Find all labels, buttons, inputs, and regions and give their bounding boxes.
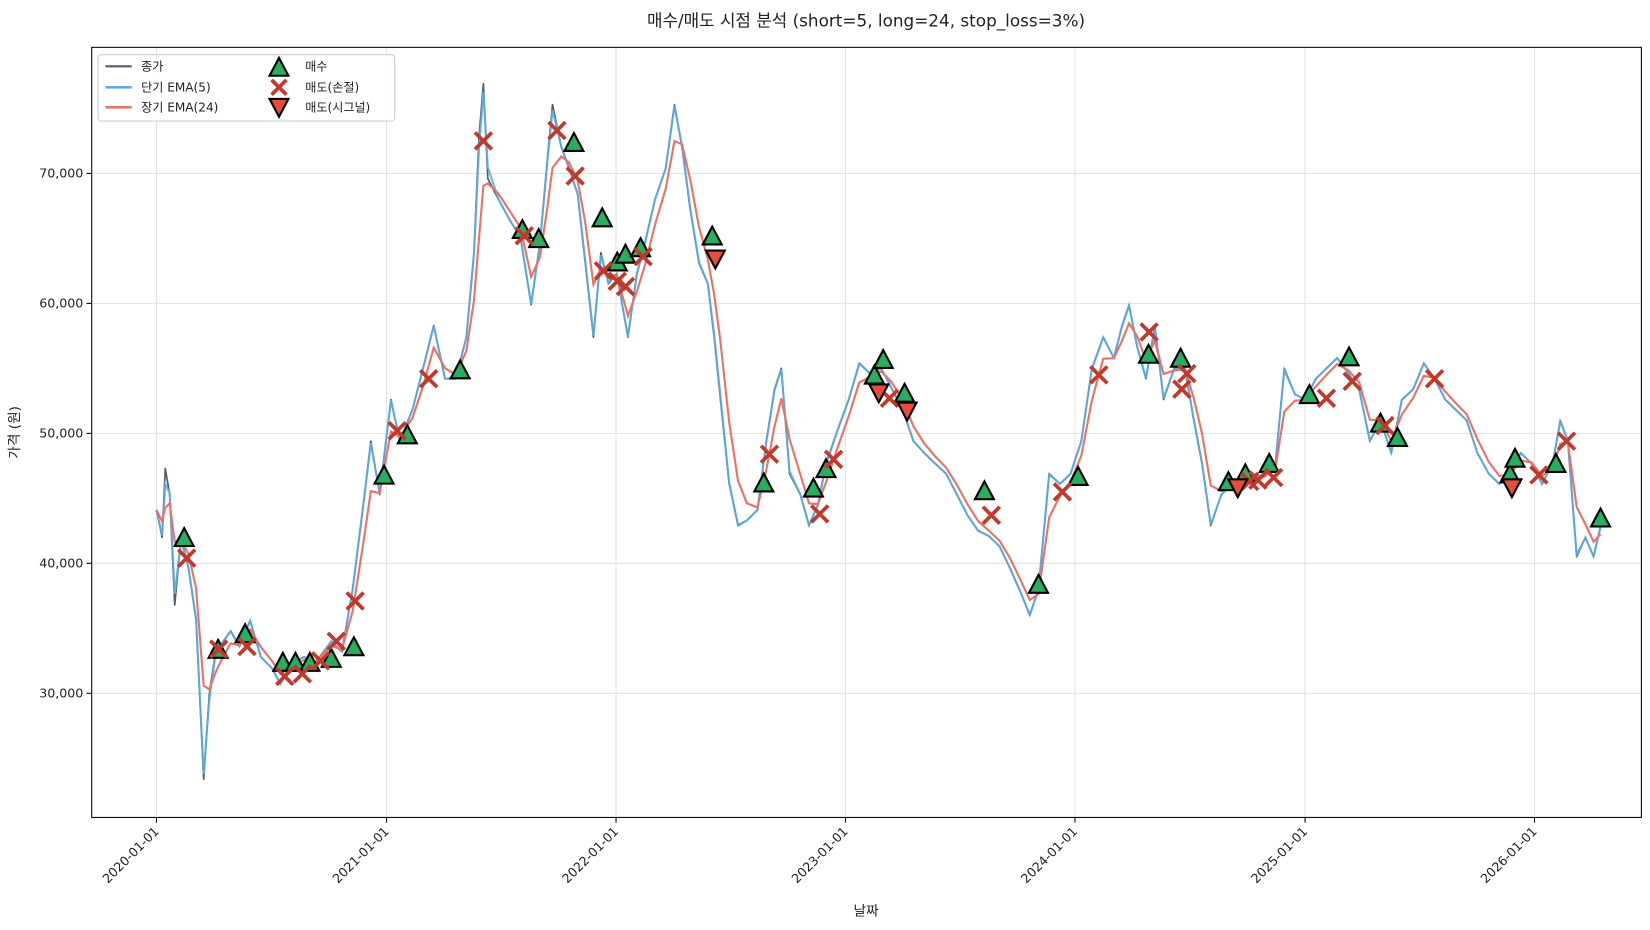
y-tick-label: 70,000 (39, 166, 83, 181)
sell-signal-marker (704, 249, 727, 271)
stop-loss-marker (759, 444, 780, 464)
stop-loss-marker (387, 421, 407, 441)
legend-sell-signal-label: 매도(시그널) (305, 101, 370, 115)
sell-signal-marker (895, 401, 919, 423)
stop-loss-marker (633, 246, 653, 267)
buy-marker (1066, 464, 1090, 486)
buy-marker (1544, 451, 1568, 473)
y-tick-label: 60,000 (39, 296, 83, 311)
legend-close-label: 종가 (141, 59, 163, 73)
stop-loss-marker (275, 666, 295, 687)
buy-marker (320, 646, 343, 668)
buy-marker (752, 471, 775, 493)
stop-loss-marker (1177, 363, 1197, 384)
sell-signal-marker (867, 383, 891, 405)
legend-ema-long-label: 장기 EMA(24) (141, 101, 218, 115)
buy-marker (1337, 345, 1361, 367)
stop-loss-marker (1052, 482, 1073, 502)
stop-loss-marker (1375, 415, 1395, 436)
legend-buy-icon (267, 55, 291, 77)
buy-marker (802, 476, 825, 498)
stop-loss-marker (1316, 388, 1337, 408)
stop-loss-marker (1263, 467, 1284, 488)
sell-signal-marker (1500, 478, 1524, 500)
stop-loss-marker (514, 226, 534, 246)
buy-marker (1386, 425, 1409, 447)
stop-loss-marker (823, 449, 844, 470)
stop-loss-marker (810, 504, 830, 524)
y-axis-label: 가격 (원) (7, 406, 23, 459)
legend-buy-label: 매수 (305, 59, 327, 73)
stop-loss-marker (1424, 369, 1445, 389)
y-tick-label: 40,000 (39, 556, 83, 571)
buy-marker (1027, 572, 1050, 594)
stop-loss-marker (310, 651, 331, 671)
stop-loss-marker (418, 369, 439, 389)
sell-signal-marker (1226, 478, 1249, 500)
stop-loss-marker (1342, 371, 1362, 392)
stop-loss-marker (981, 505, 1002, 525)
buy-marker (1503, 446, 1527, 468)
buy-marker (172, 525, 196, 548)
stop-loss-marker (292, 664, 313, 684)
stop-loss-marker (547, 120, 567, 141)
stop-loss-marker (345, 591, 365, 611)
buy-marker (701, 224, 724, 246)
buy-marker (590, 206, 614, 228)
buy-marker (1298, 382, 1321, 405)
stop-loss-marker (1172, 379, 1192, 399)
y-axis: 30,000 40,000 50,000 60,000 70,000 (39, 166, 92, 701)
stop-loss-marker (1248, 470, 1268, 490)
legend-stop-loss-icon (270, 78, 288, 96)
legend-ema-short-label: 단기 EMA(5) (141, 81, 211, 95)
buy-marker (614, 242, 637, 264)
stop-loss-marker (1089, 365, 1109, 385)
chart-title: 매수/매도 시점 분석 (short=5, long=24, stop_loss… (647, 10, 1085, 31)
grid-lines (91, 47, 1642, 818)
buy-marker (1589, 506, 1612, 528)
plot-frame (91, 46, 1642, 818)
x-axis-label: 날짜 (853, 903, 879, 919)
stop-loss-marker (473, 131, 494, 151)
stop-loss-marker (565, 166, 585, 186)
buy-marker (527, 226, 550, 249)
stop-loss-marker (209, 639, 229, 659)
stop-loss-marker (1529, 465, 1549, 485)
buy-marker (973, 479, 996, 501)
stop-loss-marker (1139, 322, 1159, 342)
stop-loss-marker (615, 276, 636, 297)
stop-loss-marker (237, 636, 257, 657)
stop-loss-marker (326, 631, 346, 652)
buy-marker (342, 635, 366, 657)
stop-loss-marker (1556, 431, 1577, 451)
trade-markers (172, 120, 1612, 687)
buy-marker (448, 358, 472, 380)
y-tick-label: 30,000 (39, 686, 83, 701)
stop-loss-marker (593, 261, 614, 281)
legend-sell-signal-icon (267, 97, 291, 120)
stop-loss-marker (176, 548, 197, 568)
buy-marker (562, 130, 586, 152)
legend: 종가 단기 EMA(5) 장기 EMA(24) 매수 매도(손절) 매도(시그널… (97, 54, 396, 122)
buy-marker (1137, 342, 1160, 364)
buy-marker (372, 463, 396, 485)
buy-marker (284, 650, 307, 672)
y-tick-label: 50,000 (39, 426, 83, 441)
legend-stop-loss-label: 매도(손절) (305, 81, 359, 95)
buy-marker (871, 347, 895, 369)
